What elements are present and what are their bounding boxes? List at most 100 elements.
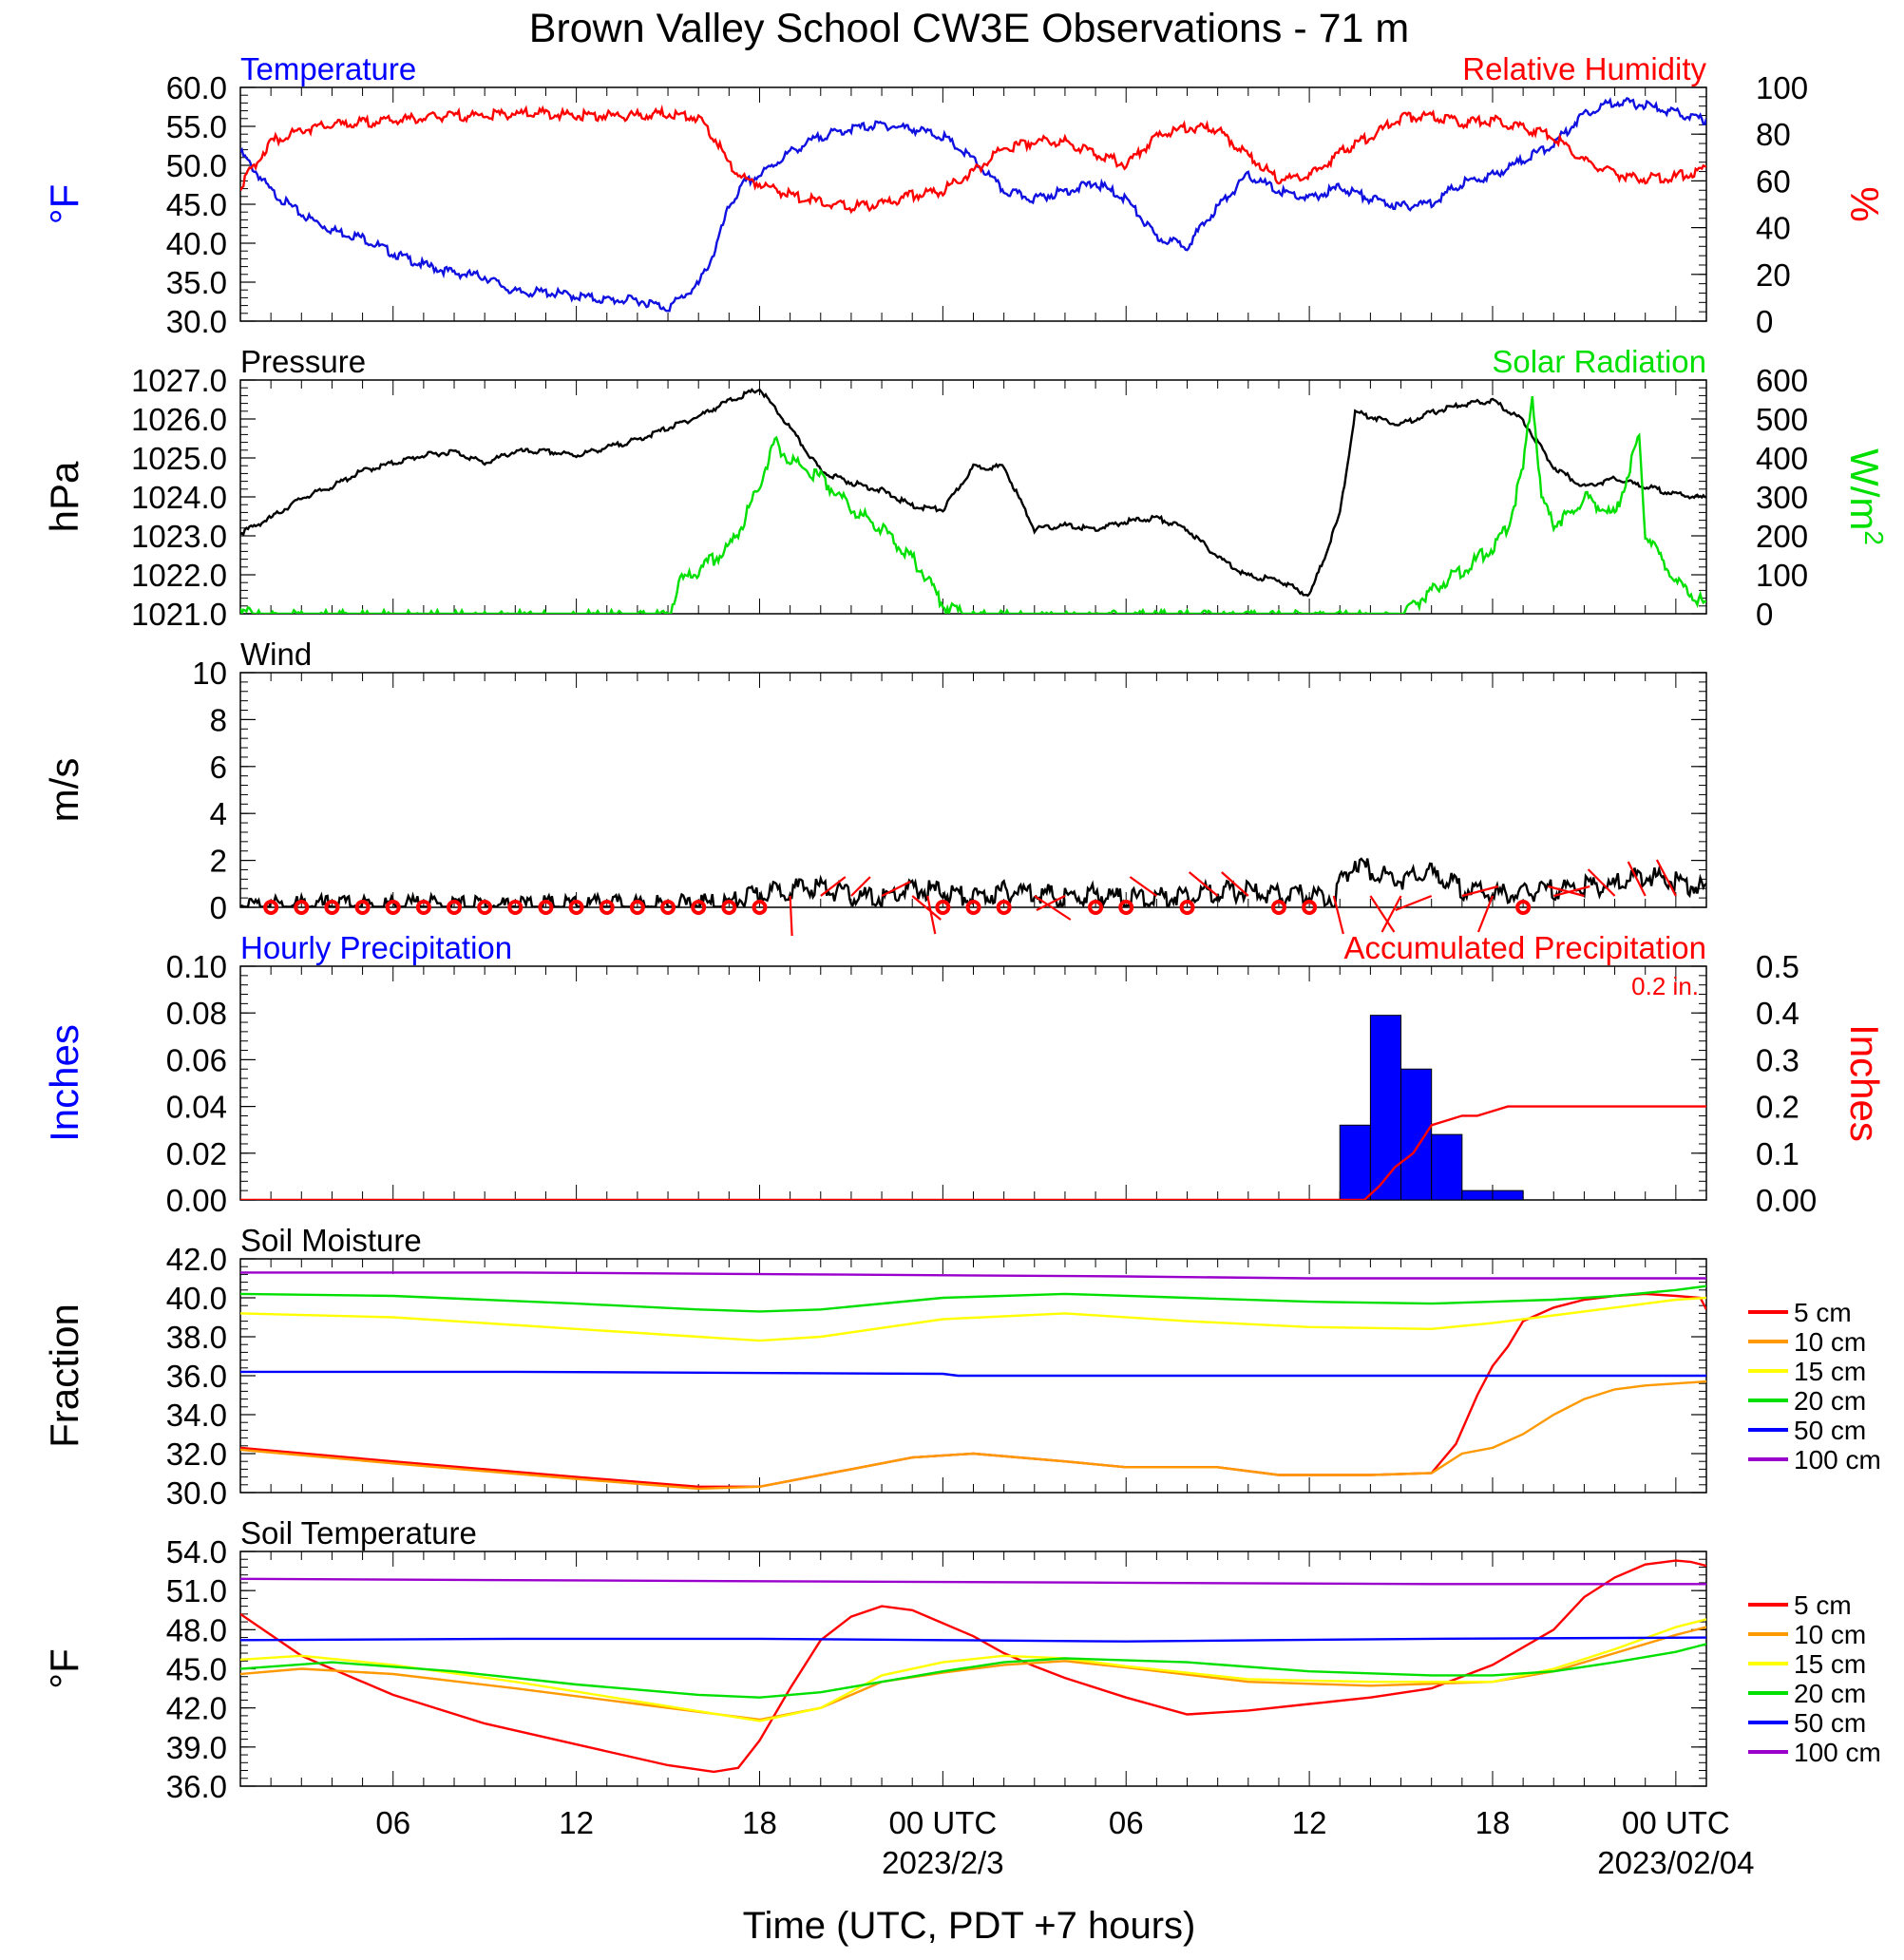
calm-wind-marker	[660, 900, 676, 915]
y-tick-label-right: 20	[1756, 257, 1791, 293]
y-tick-label-right: 100	[1756, 558, 1808, 593]
calm-wind-marker	[324, 900, 340, 915]
x-axis-label: Time (UTC, PDT +7 hours)	[743, 1905, 1196, 1947]
precip-bar	[1461, 1189, 1494, 1200]
wind-barb	[1036, 895, 1066, 911]
y-tick-label-left: 6	[210, 750, 227, 785]
wind-barb	[1548, 885, 1585, 898]
y-tick-label-left: 54.0	[166, 1534, 227, 1570]
wind-barb	[1587, 868, 1616, 897]
y-tick-label-left: 40.0	[166, 1281, 227, 1316]
y-tick-label-left: 0	[210, 890, 227, 925]
calm-wind-marker	[1302, 900, 1318, 915]
panel-title-left: Wind	[240, 637, 312, 672]
y-tick-label-left: 1021.0	[131, 597, 227, 632]
y-tick-label-right: 400	[1756, 441, 1808, 476]
y-tick-label-left: 48.0	[166, 1612, 227, 1647]
precip-bar	[1492, 1189, 1524, 1200]
panel-wind: 0 2 4 6 8 10 Wind m/s	[42, 637, 1707, 937]
legend-label: 20 cm	[1794, 1679, 1866, 1708]
calm-wind-marker	[935, 900, 951, 915]
y-axis-label-left: Fraction	[42, 1303, 86, 1448]
calm-wind-marker	[629, 900, 645, 915]
precip-bar	[1431, 1133, 1463, 1200]
legend-label: 15 cm	[1794, 1357, 1866, 1386]
calm-wind-marker	[1270, 900, 1286, 915]
y-tick-label-right: 500	[1756, 402, 1808, 437]
x-tick-label: 18	[742, 1805, 777, 1840]
legend-label: 5 cm	[1794, 1590, 1852, 1620]
series-line-accumulated-precipitation	[240, 1105, 1706, 1200]
calm-wind-marker	[263, 900, 279, 915]
y-tick-label-left: 1024.0	[131, 480, 227, 515]
wind-barb	[1034, 895, 1072, 921]
calm-wind-marker	[996, 900, 1012, 915]
wind-barb	[1369, 895, 1396, 933]
precip-bar	[1369, 1015, 1402, 1200]
y-tick-label-left: 1022.0	[131, 558, 227, 593]
y-tick-label-left: 36.0	[166, 1359, 227, 1394]
x-tick-label: 06	[1109, 1805, 1144, 1840]
panel-pres_solar: 1021.0 1022.0 1023.0 1024.0 1025.0 1026.0 1027…	[42, 344, 1890, 632]
wind-barb	[1332, 895, 1344, 935]
y-tick-label-left: 55.0	[166, 109, 227, 144]
y-tick-label-left: 0.06	[166, 1042, 227, 1077]
y-tick-label-left: 0.08	[166, 996, 227, 1031]
calm-wind-marker	[415, 900, 431, 915]
panel-temp_rh: 30.0 35.0 40.0 45.0 50.0 55.0 60.0 0 20 40 60 80 100…	[42, 51, 1887, 339]
y-axis-label-left: hPa	[42, 461, 86, 532]
wind-barb	[1476, 895, 1495, 933]
y-tick-label-left: 0.10	[166, 949, 227, 984]
wind-barb	[820, 876, 847, 897]
series-line-15-cm	[240, 1618, 1706, 1722]
y-tick-label-left: 42.0	[166, 1691, 227, 1726]
wind-barb	[850, 876, 871, 897]
series-line-5-cm	[240, 1559, 1706, 1774]
panel-title-left: Hourly Precipitation	[240, 930, 512, 965]
precip-bar	[1400, 1068, 1433, 1200]
panel-soil_moist: 30.032.0 34.0 36.0 38.0 40.0 42.0 Soil Moistur…	[42, 1223, 1881, 1511]
legend-label: 50 cm	[1794, 1708, 1866, 1738]
calm-wind-marker	[354, 900, 371, 915]
figure-title: Brown Valley School CW3E Observations - …	[529, 6, 1409, 51]
y-tick-label-left: 60.0	[166, 70, 227, 105]
calm-wind-marker	[691, 900, 707, 915]
y-tick-label-left: 2	[210, 844, 227, 879]
y-tick-label-left: 0.04	[166, 1090, 227, 1125]
panels: 30.035.040.045.050.055.060.0020406080100…	[42, 51, 1890, 1804]
y-tick-label-left: 51.0	[166, 1573, 227, 1608]
legend-label: 100 cm	[1794, 1445, 1881, 1475]
panel-title-left: Soil Moisture	[240, 1223, 422, 1258]
y-tick-label-right: 300	[1756, 480, 1808, 515]
x-tick-label: 00 UTC	[1622, 1805, 1730, 1840]
y-tick-label-left: 45.0	[166, 187, 227, 222]
legend-label: 15 cm	[1794, 1649, 1866, 1679]
y-axis-label-right: W/m2	[1842, 448, 1890, 545]
y-tick-label-left: 50.0	[166, 148, 227, 183]
calm-wind-marker	[599, 900, 615, 915]
calm-wind-marker	[568, 900, 584, 915]
y-tick-label-left: 40.0	[166, 226, 227, 261]
wind-barb	[926, 895, 937, 935]
precip-bar	[1339, 1124, 1371, 1200]
wind-barb	[881, 881, 911, 897]
y-tick-label-right: 0	[1756, 304, 1773, 339]
y-axis-label-left: Inches	[42, 1024, 86, 1142]
wind-barb	[1552, 885, 1590, 898]
panel-soil_temp: 36.0 39.0 42.0 45.0 48.0 51.054.0 Soil Tempera…	[42, 1515, 1881, 1804]
precip-total-label: 0.2 in.	[1631, 972, 1699, 1000]
y-tick-label-right: 100	[1756, 70, 1808, 105]
y-tick-label-left: 10	[192, 656, 227, 691]
calm-wind-marker	[477, 900, 493, 915]
calm-wind-marker	[1179, 900, 1195, 915]
panel-title-right: Relative Humidity	[1462, 51, 1706, 86]
series-line-100-cm	[240, 1577, 1706, 1586]
y-tick-label-right: 0.00	[1756, 1183, 1817, 1218]
x-tick-label: 12	[559, 1805, 594, 1840]
calm-wind-marker	[507, 900, 524, 915]
wind-barb	[1461, 885, 1499, 898]
y-axis-label-right: %	[1842, 186, 1887, 221]
x-tick-label: 00 UTC	[889, 1805, 998, 1840]
